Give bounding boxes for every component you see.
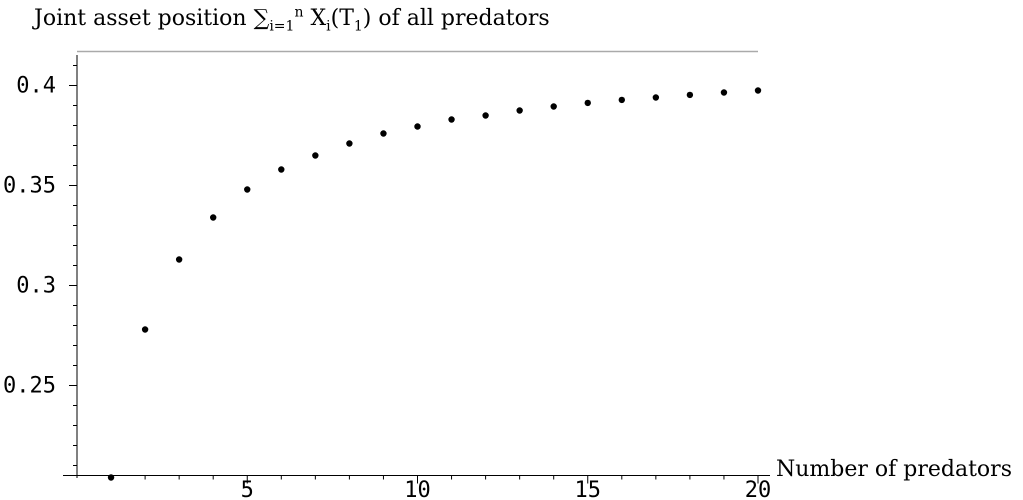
y-tick-label: 0.35 <box>3 174 56 199</box>
data-point <box>346 140 353 147</box>
data-point <box>380 130 387 137</box>
data-point <box>584 99 591 107</box>
data-point <box>107 474 115 481</box>
data-point <box>516 107 523 114</box>
data-point <box>720 89 728 96</box>
data-point <box>141 326 149 333</box>
data-point <box>482 112 489 119</box>
data-point <box>550 103 557 110</box>
x-tick-label: 10 <box>404 478 431 500</box>
data-point <box>175 256 183 263</box>
data-point <box>414 123 421 130</box>
y-tick-label: 0.25 <box>3 374 56 399</box>
data-point <box>618 96 625 104</box>
chart-title: Joint asset position ∑i=1n Xi(T1) of all… <box>34 4 550 35</box>
data-point <box>312 152 319 159</box>
data-point <box>244 186 251 193</box>
y-tick-label: 0.3 <box>16 274 56 299</box>
data-point <box>210 214 217 221</box>
data-point <box>448 116 455 123</box>
y-tick-label: 0.4 <box>16 74 56 99</box>
data-point <box>686 91 694 99</box>
data-point <box>278 166 285 173</box>
x-tick-label: 5 <box>241 478 254 500</box>
x-tick-label: 15 <box>575 478 602 500</box>
x-tick-label: 20 <box>745 478 772 500</box>
data-point <box>754 87 762 94</box>
x-axis-label: Number of predators <box>776 457 1012 482</box>
data-point <box>652 94 660 101</box>
